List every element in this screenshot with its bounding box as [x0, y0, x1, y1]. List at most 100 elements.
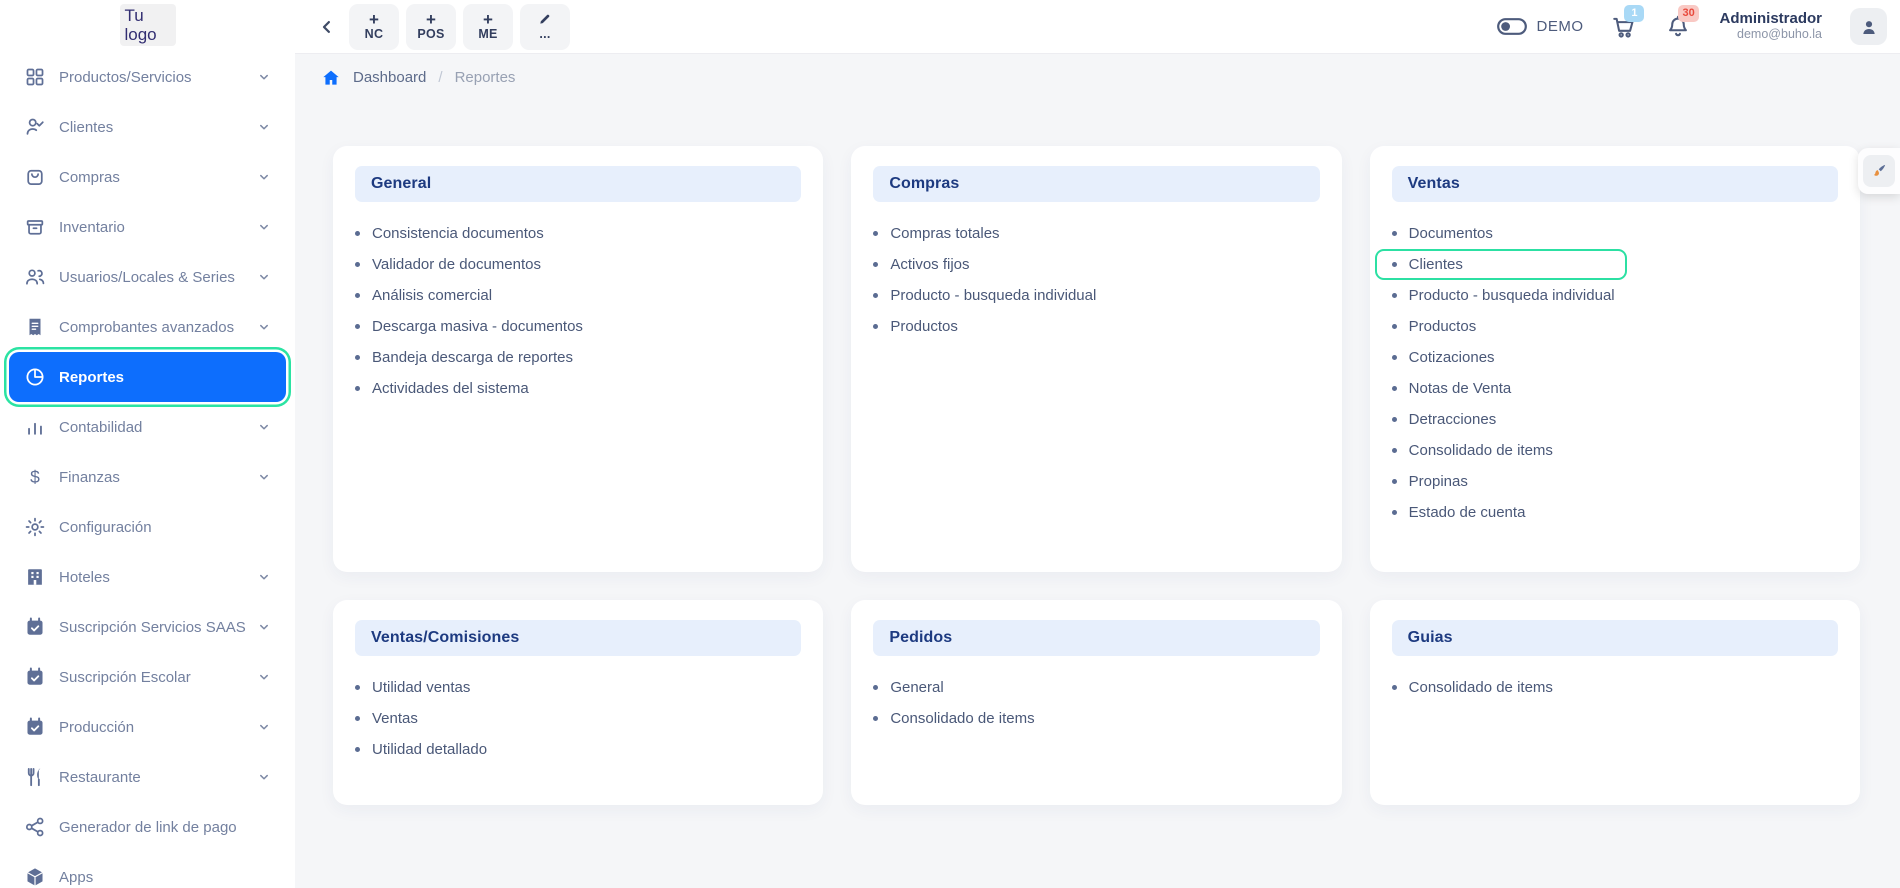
sidebar-item-suscripcion-servicios-saas[interactable]: Suscripción Servicios SAAS	[9, 602, 286, 652]
customize-theme-button[interactable]	[1863, 155, 1895, 187]
report-link[interactable]: Notas de Venta	[1391, 373, 1838, 404]
sidebar-item-comprobantes-avanzados[interactable]: Comprobantes avanzados	[9, 302, 286, 352]
report-link[interactable]: Producto - busqueda individual	[1391, 280, 1838, 311]
report-link[interactable]: Consolidado de items	[1391, 435, 1838, 466]
logo-text-line2: logo	[124, 25, 157, 44]
report-link[interactable]: Clientes	[1374, 249, 1627, 280]
sidebar-item-configuracion[interactable]: Configuración	[9, 502, 286, 552]
shopping-bag-icon	[24, 166, 46, 188]
card-pedidos: Pedidos General Consolidado de items	[851, 600, 1342, 805]
report-link[interactable]: Consistencia documentos	[355, 218, 801, 249]
sidebar-item-hoteles[interactable]: Hoteles	[9, 552, 286, 602]
sidebar-item-label: Producción	[59, 718, 135, 736]
chevron-down-icon	[257, 320, 271, 334]
report-link[interactable]: Utilidad ventas	[355, 672, 801, 703]
sidebar-item-contabilidad[interactable]: Contabilidad	[9, 402, 286, 452]
report-link[interactable]: Consolidado de items	[1391, 672, 1838, 703]
report-link[interactable]: Documentos	[1391, 218, 1838, 249]
sidebar-item-label: Compras	[59, 168, 120, 186]
report-link-label: Documentos	[1408, 225, 1493, 242]
bullet-icon	[1391, 231, 1397, 236]
bullet-icon	[873, 262, 879, 267]
edit-more-button[interactable]: ...	[520, 3, 570, 50]
bullet-icon	[355, 747, 360, 752]
breadcrumb-dashboard[interactable]: Dashboard	[353, 69, 427, 86]
report-link[interactable]: Estado de cuenta	[1391, 497, 1838, 528]
create-nc-button[interactable]: + NC	[349, 3, 399, 50]
sidebar-item-inventario[interactable]: Inventario	[9, 202, 286, 252]
utensils-icon	[24, 766, 46, 788]
report-link-label: Bandeja descarga de reportes	[372, 349, 573, 366]
logo[interactable]: Tu logo	[119, 4, 176, 46]
report-link[interactable]: Consolidado de items	[873, 703, 1319, 734]
report-link[interactable]: Descarga masiva - documentos	[355, 311, 801, 342]
create-me-button[interactable]: + ME	[463, 3, 513, 50]
report-link[interactable]: Ventas	[355, 703, 801, 734]
report-link[interactable]: Bandeja descarga de reportes	[355, 342, 801, 373]
sidebar-item-reportes[interactable]: Reportes	[9, 352, 286, 402]
cart-button[interactable]: 1	[1611, 4, 1645, 40]
bullet-icon	[355, 293, 360, 298]
report-link[interactable]: Análisis comercial	[355, 280, 801, 311]
quick-action-label: ...	[539, 27, 551, 41]
user-menu[interactable]: Administrador demo@buho.la	[1719, 11, 1822, 42]
report-link[interactable]: Producto - busqueda individual	[873, 280, 1319, 311]
report-link-label: Compras totales	[890, 225, 1000, 242]
sidebar-item-produccion[interactable]: Producción	[9, 702, 286, 752]
report-link[interactable]: General	[873, 672, 1319, 703]
create-pos-button[interactable]: + POS	[406, 3, 456, 50]
notifications-button[interactable]: 30	[1665, 4, 1699, 40]
sidebar-item-label: Suscripción Escolar	[59, 668, 191, 686]
card-title: Guias	[1391, 620, 1838, 656]
chevron-down-icon	[257, 170, 271, 184]
sidebar-item-clientes[interactable]: Clientes	[9, 102, 286, 152]
sidebar-item-restaurante[interactable]: Restaurante	[9, 752, 286, 802]
chevron-down-icon	[257, 420, 271, 434]
sidebar-item-productos-servicios[interactable]: Productos/Servicios	[9, 52, 286, 102]
sidebar-item-label: Inventario	[59, 218, 125, 236]
sidebar-item-compras[interactable]: Compras	[9, 152, 286, 202]
chevron-down-icon	[257, 670, 271, 684]
report-link[interactable]: Propinas	[1391, 466, 1838, 497]
sidebar-item-label: Configuración	[59, 518, 152, 536]
demo-mode-toggle[interactable]: DEMO	[1497, 18, 1583, 35]
report-link[interactable]: Productos	[873, 311, 1319, 342]
user-email: demo@buho.la	[1737, 27, 1822, 41]
report-link-label: Producto - busqueda individual	[890, 287, 1097, 304]
box-icon	[24, 216, 46, 238]
plus-icon: +	[369, 9, 379, 29]
bullet-icon	[1391, 685, 1397, 690]
sidebar-item-apps[interactable]: Apps	[9, 852, 286, 888]
sidebar-item-generador-link-pago[interactable]: Generador de link de pago	[9, 802, 286, 852]
sidebar-item-finanzas[interactable]: Finanzas	[9, 452, 286, 502]
home-button[interactable]	[321, 68, 341, 88]
card-title: General	[355, 166, 802, 202]
card-title: Pedidos	[873, 620, 1320, 656]
collapse-sidebar-button[interactable]	[311, 7, 343, 47]
bullet-icon	[873, 324, 879, 329]
chevron-down-icon	[257, 470, 271, 484]
user-check-icon	[24, 116, 46, 138]
card-ventas-comisiones: Ventas/Comisiones Utilidad ventas Ventas	[333, 600, 824, 805]
report-link[interactable]: Productos	[1391, 311, 1838, 342]
report-link[interactable]: Utilidad detallado	[355, 734, 801, 765]
report-cards-grid: General Consistencia documentos Validado…	[333, 146, 1860, 805]
report-link-label: Validador de documentos	[372, 256, 541, 273]
paintbrush-icon	[1870, 162, 1888, 180]
report-link[interactable]: Detracciones	[1391, 404, 1838, 435]
report-link[interactable]: Cotizaciones	[1391, 342, 1838, 373]
plus-icon: +	[483, 9, 493, 29]
bullet-icon	[873, 716, 879, 721]
sidebar-item-label: Generador de link de pago	[59, 818, 237, 836]
report-link[interactable]: Actividades del sistema	[355, 373, 801, 404]
sidebar-item-suscripcion-escolar[interactable]: Suscripción Escolar	[9, 652, 286, 702]
sidebar-item-usuarios-locales-series[interactable]: Usuarios/Locales & Series	[9, 252, 286, 302]
bullet-icon	[355, 355, 360, 360]
report-link[interactable]: Validador de documentos	[355, 249, 801, 280]
avatar-button[interactable]	[1850, 8, 1887, 45]
report-link[interactable]: Activos fijos	[873, 249, 1319, 280]
share-nodes-icon	[24, 816, 46, 838]
sidebar-menu: Productos/Servicios Clientes Compras Inv…	[0, 52, 295, 888]
report-link[interactable]: Compras totales	[873, 218, 1319, 249]
sidebar-item-label: Suscripción Servicios SAAS	[59, 618, 246, 636]
